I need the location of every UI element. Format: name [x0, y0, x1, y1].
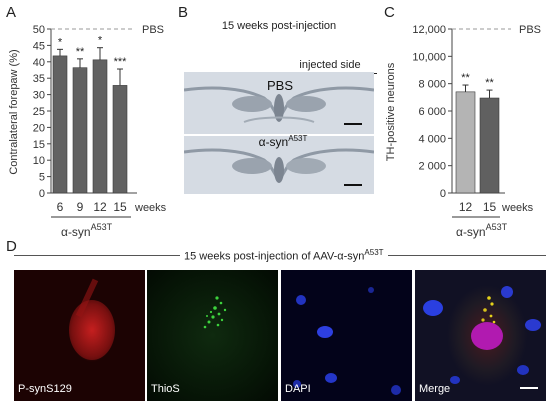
- chart-a-significance: **: [76, 46, 85, 58]
- brain-section-asyn: [184, 136, 374, 194]
- micro-label-psyn: P-synS129: [18, 383, 72, 395]
- chart-a-ylabel: Contralateral forepaw (%): [8, 49, 20, 174]
- chart-c-ytick-label: 2 000: [418, 161, 446, 173]
- chart-a-ytick-label: 30: [33, 90, 45, 102]
- pbs-section-label: PBS: [266, 78, 293, 93]
- chart-a-ytick-label: 35: [33, 73, 45, 85]
- chart-a-ytick-label: 10: [33, 155, 45, 167]
- chart-c-xtick-label: 15: [483, 200, 497, 214]
- chart-a-ytick-label: 25: [33, 106, 45, 118]
- chart-a-significance: ***: [114, 56, 128, 68]
- chart-a-group-label: α-synA53T: [61, 222, 113, 239]
- chart-c-xunit-label: weeks: [501, 202, 534, 214]
- panel-b-title: 15 weeks post-injection: [221, 20, 337, 32]
- chart-a-xtick-label: 15: [113, 200, 127, 214]
- chart-c-ylabel: TH-positive neurons: [385, 62, 397, 161]
- panel-letter-b: B: [178, 4, 189, 21]
- chart-a-bar: [92, 59, 108, 194]
- chart-c-bar: [455, 91, 476, 194]
- chart-a-significance: *: [98, 35, 103, 47]
- chart-c-ytick-label: 0: [440, 188, 446, 200]
- chart-c-ytick-label: 4 000: [418, 133, 446, 145]
- chart-a-pbs-label: PBS: [142, 24, 164, 36]
- chart-c-significance: **: [485, 77, 494, 89]
- chart-a-ytick-label: 5: [39, 172, 45, 184]
- asyn-section-label: α-synA53T: [258, 134, 308, 149]
- brain-section-pbs: [184, 72, 374, 134]
- chart-a-ytick-label: 15: [33, 139, 45, 151]
- chart-a-bar: [72, 67, 88, 194]
- chart-a-ytick-label: 40: [33, 57, 45, 69]
- chart-c-group-label: α-synA53T: [456, 222, 508, 239]
- panel-b: 15 weeks post-injection injected side PB…: [180, 0, 378, 240]
- chart-c-ytick-label: 10,000: [412, 51, 446, 63]
- chart-a-ytick-label: 50: [33, 24, 45, 36]
- chart-c-pbs-label: PBS: [519, 24, 541, 36]
- panel-letter-c: C: [384, 4, 395, 21]
- chart-a-significance: *: [58, 36, 63, 48]
- chart-c-ytick-label: 8 000: [418, 79, 446, 91]
- chart-a-xtick-label: 12: [93, 200, 107, 214]
- chart-a-xtick-label: 6: [57, 200, 64, 214]
- micro-tile-psyn: P-synS129: [14, 270, 145, 401]
- chart-a-xunit-label: weeks: [134, 202, 167, 214]
- chart-c-significance: **: [461, 72, 470, 84]
- panel-letter-a: A: [6, 4, 17, 21]
- chart-a-ytick-label: 0: [39, 188, 45, 200]
- chart-c-bar: [479, 97, 500, 194]
- micro-tile-thios: ThioS: [147, 270, 278, 401]
- chart-c-ytick-label: 6 000: [418, 106, 446, 118]
- micro-label-thios: ThioS: [151, 383, 180, 395]
- micro-tile-dapi: DAPI: [281, 270, 412, 401]
- micro-label-merge: Merge: [419, 383, 451, 395]
- chart-a-bar: [112, 85, 128, 194]
- chart-a-xtick-label: 9: [77, 200, 84, 214]
- chart-c-ytick-label: 12,000: [412, 24, 446, 36]
- chart-a-bar: [52, 55, 68, 194]
- chart-a-ytick-label: 45: [33, 40, 45, 52]
- chart-a-ytick-label: 20: [33, 122, 45, 134]
- chart-c-xtick-label: 12: [459, 200, 473, 214]
- panel-d-title: 15 weeks post-injection of AAV-α-synA53T: [180, 248, 388, 263]
- panel-letter-d: D: [6, 238, 17, 255]
- micro-label-dapi: DAPI: [285, 383, 311, 395]
- chart-c: 0 2 000 4 000 6 000 8 000 10,000 12,000 ** ** 1…: [385, 24, 541, 239]
- scale-bar: [520, 387, 538, 389]
- micro-tile-merge: Merge: [415, 270, 546, 401]
- injected-side-label: injected side: [299, 59, 361, 71]
